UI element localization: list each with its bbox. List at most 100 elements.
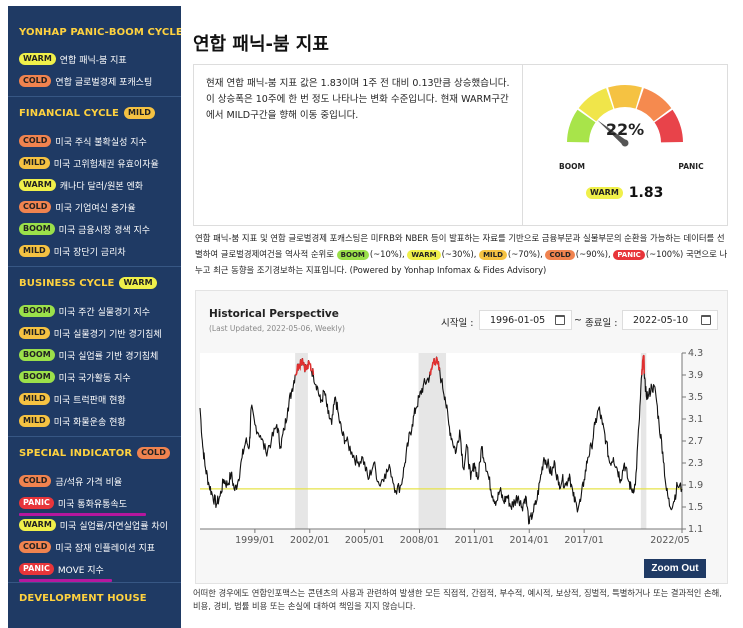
description-part1: 연합 패닉-붐 지표 및 연합 글로벌경제 포캐스팅은 미FRB와 NBER 등…	[195, 233, 725, 259]
sidebar-item[interactable]: COLD 미국 잠재 인플레이션 지표	[19, 540, 155, 554]
sidebar-item[interactable]: MILD 미국 트럭판매 현황	[19, 392, 126, 406]
y-tick-label: 3.9	[688, 370, 703, 381]
start-date-input[interactable]: 1996-01-05	[479, 310, 572, 330]
gauge-panel: 22% BOOM PANIC WARM 1.83	[522, 64, 728, 226]
y-tick-label: 2.3	[688, 458, 703, 469]
x-tick-label: 2014/01	[510, 535, 549, 546]
highlight-underline	[19, 579, 112, 582]
gauge-needle	[597, 120, 627, 146]
status-badge-mild: MILD	[19, 157, 50, 169]
status-badge-warm: WARM	[19, 519, 56, 531]
gauge-segment	[567, 109, 596, 143]
sidebar-item[interactable]: WARM 캐나다 달러/원본 엔화	[19, 178, 143, 192]
sidebar-section-financial-cycle[interactable]: FINANCIAL CYCLE MILD	[19, 107, 159, 119]
disclaimer-text: 어떠한 경우에도 연합인포맥스는 콘텐츠의 사용과 관련하여 발생한 모든 직접…	[193, 588, 722, 611]
sidebar-item[interactable]: MILD 미국 장단기 금리차	[19, 244, 126, 258]
status-badge-boom: BOOM	[19, 349, 55, 361]
recession-band	[640, 353, 647, 529]
sidebar-section-development-house[interactable]: DEVELOPMENT HOUSE	[19, 593, 147, 604]
gauge-segment	[578, 88, 614, 122]
description-text: 연합 패닉-붐 지표 및 연합 글로벌경제 포캐스팅은 미FRB와 NBER 등…	[195, 230, 728, 278]
sidebar-item-label: 미국 주간 실물경기 지수	[58, 307, 151, 318]
gauge-segment	[636, 88, 672, 122]
chart-updated-note: (Last Updated, 2022-05-06, Weekly)	[209, 324, 345, 333]
sidebar-item[interactable]: BOOM 미국 주간 실물경기 지수	[19, 304, 150, 318]
sidebar-item-label: 미국 주식 불확실성 지수	[55, 137, 147, 148]
sidebar-item[interactable]: MILD 미국 화물운송 현황	[19, 414, 126, 428]
sidebar-item-label: 미국 통화유통속도	[57, 499, 127, 510]
calendar-icon[interactable]	[555, 315, 565, 325]
historical-chart-panel: Historical Perspective (Last Updated, 20…	[195, 290, 728, 584]
sidebar-item[interactable]: PANIC MOVE 지수	[19, 562, 104, 576]
sidebar-item[interactable]: BOOM 미국 금융시장 경색 지수	[19, 222, 150, 236]
end-date-label: 종료일 :	[585, 318, 618, 329]
status-badge-boom: BOOM	[19, 305, 55, 317]
sidebar-section-yonhap-panic-boom-cycle[interactable]: YONHAP PANIC-BOOM CYCLE	[19, 27, 181, 38]
sidebar-section-title: YONHAP PANIC-BOOM CYCLE	[19, 27, 181, 38]
sidebar-section-title: FINANCIAL CYCLE	[19, 107, 119, 119]
sidebar-item[interactable]: MILD 미국 고위험채권 유효이자율	[19, 156, 159, 170]
highlight-underline	[19, 513, 146, 516]
level-badge-cold: COLD	[545, 250, 575, 260]
sidebar-item-label: 미국 트럭판매 현황	[53, 395, 126, 406]
date-range-separator: ~	[574, 315, 582, 326]
start-date-label: 시작일 :	[441, 318, 474, 329]
status-badge-mild: MILD	[19, 327, 50, 339]
sidebar-section-special-indicator[interactable]: SPECIAL INDICATOR COLD	[19, 447, 174, 459]
status-badge-warm: WARM	[19, 53, 56, 65]
sidebar-item-label: 미국 국가활동 지수	[58, 373, 131, 384]
sidebar: YONHAP PANIC-BOOM CYCLE WARM 연합 패닉-붐 지표 COL…	[8, 6, 181, 628]
sidebar-item-label: 캐나다 달러/원본 엔화	[59, 181, 144, 192]
sidebar-item-label: 미국 실업률 기반 경기침체	[58, 351, 159, 362]
status-badge-warm: WARM	[119, 277, 157, 289]
gauge-segment	[654, 109, 683, 143]
sidebar-item[interactable]: BOOM 미국 국가활동 지수	[19, 370, 131, 384]
sidebar-divider	[8, 96, 181, 97]
status-badge-cold: COLD	[19, 541, 52, 553]
gauge-value-row: WARM 1.83	[586, 185, 663, 201]
sidebar-item[interactable]: BOOM 미국 실업률 기반 경기침체	[19, 348, 158, 362]
sidebar-section-title: BUSINESS CYCLE	[19, 277, 115, 289]
sidebar-item[interactable]: COLD 미국 주식 불확실성 지수	[19, 134, 147, 148]
description-part2: 국면으로 나누고 최근 동향을 조기경보하는 지표입니다. (Powered b…	[195, 249, 728, 275]
description-levels: BOOM (~10%), WARM (~30%), MILD (~70%), COLD…	[336, 249, 686, 260]
zoom-out-button[interactable]: Zoom Out	[644, 559, 706, 578]
sidebar-item[interactable]: COLD 연합 글로벌경제 포캐스팅	[19, 74, 152, 88]
sidebar-item[interactable]: COLD 미국 기업여신 증가율	[19, 200, 136, 214]
sidebar-item-label: 미국 금융시장 경색 지수	[58, 225, 151, 236]
sidebar-item[interactable]: MILD 미국 실물경기 기반 경기침체	[19, 326, 162, 340]
sidebar-section-business-cycle[interactable]: BUSINESS CYCLE WARM	[19, 277, 161, 289]
sidebar-item[interactable]: WARM 미국 실업률/자연실업률 차이	[19, 518, 168, 532]
summary-box: 현재 연합 패닉-붐 지표 값은 1.83이며 1주 전 대비 0.13만큼 상…	[193, 64, 523, 226]
y-tick-label: 1.9	[688, 480, 703, 491]
end-date-input[interactable]: 2022-05-10	[622, 310, 718, 330]
gauge-needle-hub	[621, 139, 629, 147]
historical-line-chart[interactable]: 1.1 1.5 1.9 2.3 2.7 3.1 3.5 3.9 4.3 1999/01 2002/0…	[196, 291, 729, 585]
status-badge-mild: MILD	[123, 107, 156, 119]
x-tick-label: 1999/01	[235, 535, 274, 546]
sidebar-item[interactable]: WARM 연합 패닉-붐 지표	[19, 52, 127, 66]
status-badge-cold: COLD	[19, 201, 52, 213]
gauge-status-badge: WARM	[586, 187, 623, 199]
sidebar-item-label: 미국 잠재 인플레이션 지표	[55, 543, 156, 554]
x-tick-label: 2008/01	[400, 535, 439, 546]
x-tick-label: 2011/01	[455, 535, 494, 546]
calendar-icon[interactable]	[701, 315, 711, 325]
gauge-segment	[608, 85, 642, 109]
chart-title: Historical Perspective	[209, 308, 339, 320]
sidebar-item[interactable]: PANIC 미국 통화유통속도	[19, 496, 127, 510]
sidebar-divider	[8, 582, 181, 583]
x-tick-label: 2002/01	[290, 535, 329, 546]
sidebar-item-label: 미국 실업률/자연실업률 차이	[59, 521, 168, 532]
gauge-value: 1.83	[628, 185, 664, 201]
panic-zone-segment	[294, 358, 313, 376]
sidebar-section-title: SPECIAL INDICATOR	[19, 447, 133, 459]
level-range-text: (~30%),	[441, 249, 477, 259]
x-tick-label: 2017/01	[564, 535, 603, 546]
series-line[interactable]	[199, 355, 683, 525]
level-range-text: (~100%)	[645, 249, 684, 259]
status-badge-panic: PANIC	[19, 563, 54, 575]
x-tick-label: 2022/05	[650, 535, 689, 546]
panic-zone-segment	[641, 354, 645, 376]
sidebar-item[interactable]: COLD 금/석유 가격 비율	[19, 474, 122, 488]
